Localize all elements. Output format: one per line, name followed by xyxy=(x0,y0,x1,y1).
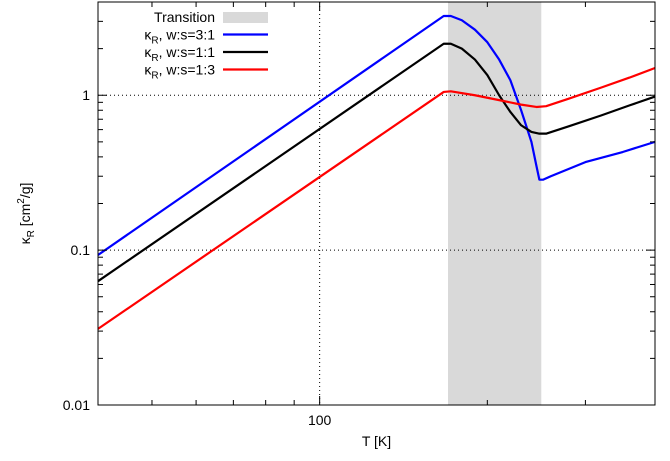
y-label-superscript: 2 xyxy=(16,198,27,204)
series-line xyxy=(97,66,656,330)
y-tick-label: 0.01 xyxy=(63,397,90,413)
y-tick-label: 1 xyxy=(82,87,90,103)
legend-symbol: κ xyxy=(144,44,152,60)
legend-label: κR, w:s=1:3 xyxy=(144,62,215,82)
grid-layer xyxy=(98,2,655,405)
series-line xyxy=(97,42,656,283)
legend-label: κR, w:s=1:1 xyxy=(144,44,215,64)
y-axis-label: κR [cm2/g] xyxy=(16,183,37,245)
legend-rest: , w:s=1:1 xyxy=(159,44,216,60)
y-axis-label-group: κR [cm2/g] xyxy=(16,183,37,245)
legend-rest: , w:s=1:3 xyxy=(159,62,216,78)
x-axis-label: T [K] xyxy=(362,433,391,449)
legend-subscript: R xyxy=(151,53,158,64)
legend-symbol: κ xyxy=(144,27,152,43)
y-label-subscript: R xyxy=(26,230,37,237)
legend-subscript: R xyxy=(151,36,158,47)
y-label-symbol: κ xyxy=(17,236,33,244)
x-tick-label: 100 xyxy=(308,412,332,428)
series-layer xyxy=(97,14,656,330)
legend-symbol: κ xyxy=(144,62,152,78)
legend-rest: , w:s=3:1 xyxy=(159,27,216,43)
legend-label: κR, w:s=3:1 xyxy=(144,27,215,47)
legend-subscript: R xyxy=(151,71,158,82)
y-label-unit: [cm xyxy=(17,204,33,230)
legend-swatch-transition xyxy=(223,12,268,23)
series-line xyxy=(97,14,656,256)
transition-band xyxy=(448,2,542,405)
y-label-unit-rest: /g] xyxy=(17,183,33,199)
y-tick-label: 0.1 xyxy=(71,242,91,258)
legend-label-transition: Transition xyxy=(154,9,215,25)
transition-band-layer xyxy=(448,2,542,405)
